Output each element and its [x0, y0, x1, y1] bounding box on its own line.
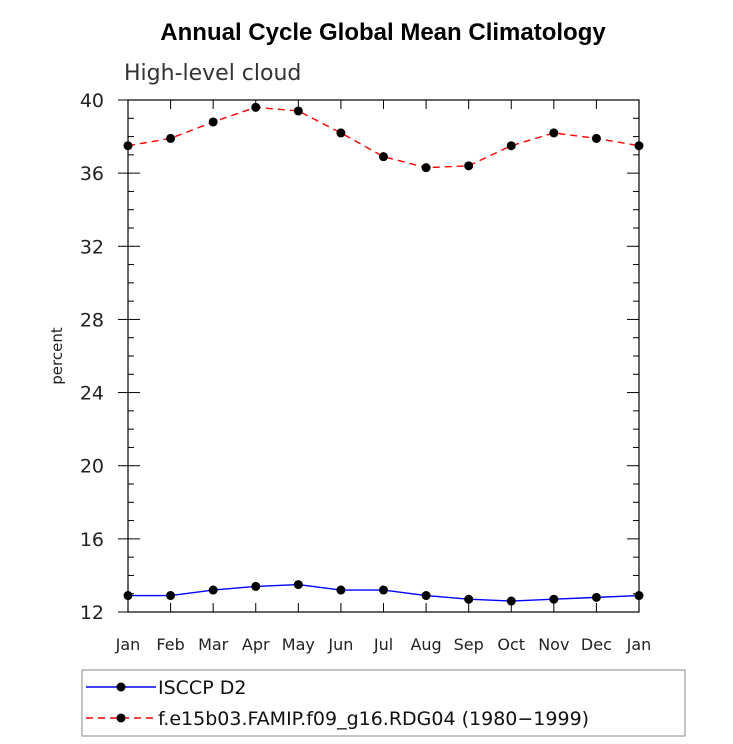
x-tick-label: Mar: [198, 635, 229, 654]
x-tick-label: May: [282, 635, 315, 654]
x-tick-label: Jul: [373, 635, 393, 654]
data-point: [591, 133, 601, 143]
y-tick-label: 32: [80, 236, 104, 258]
legend-marker: [116, 682, 126, 692]
y-tick-label: 12: [80, 602, 104, 624]
ticks-layer: Jan Feb Mar Apr May Jun Jul Aug Sep Oct Nov Dec Jan 1…: [80, 90, 652, 654]
data-point: [379, 152, 388, 162]
data-point: [166, 133, 176, 143]
legend-box: [81, 669, 686, 737]
data-point: [421, 591, 431, 601]
y-tick-label: 36: [80, 163, 104, 185]
x-tick-label: Oct: [497, 635, 525, 654]
series-layer: [123, 102, 644, 606]
legend-label: f.e15b03.FAMIP.f09_g16.RDG04 (1980−1999): [158, 708, 589, 730]
x-tick-label: Aug: [410, 635, 441, 654]
data-point: [549, 128, 559, 138]
data-point: [123, 591, 133, 601]
y-tick-label: 28: [80, 309, 104, 331]
data-point: [293, 106, 303, 116]
data-point: [421, 163, 431, 173]
x-tick-label: Jan: [115, 635, 141, 654]
x-tick-label: Feb: [156, 635, 184, 654]
y-tick-label: 24: [80, 383, 104, 405]
y-tick-label: 20: [80, 456, 104, 478]
data-point: [379, 585, 388, 595]
data-point: [166, 591, 176, 601]
data-point: [251, 102, 261, 112]
legend-label: ISCCP D2: [158, 677, 246, 699]
chart-title: Annual Cycle Global Mean Climatology: [160, 19, 606, 46]
data-point: [549, 594, 559, 604]
x-tick-label: Jun: [327, 635, 353, 654]
x-tick-label: Nov: [538, 635, 569, 654]
legend-marker: [116, 713, 126, 723]
data-point: [208, 585, 218, 595]
data-point: [336, 128, 346, 138]
data-point: [464, 161, 474, 171]
x-tick-label: Jan: [626, 635, 652, 654]
data-point: [634, 591, 644, 601]
plot-frame: [127, 99, 640, 613]
data-point: [506, 141, 516, 151]
data-point: [293, 580, 303, 590]
x-tick-label: Apr: [242, 635, 270, 654]
chart-subtitle: High-level cloud: [124, 61, 301, 86]
data-point: [123, 141, 133, 151]
x-tick-label: Dec: [581, 635, 612, 654]
y-tick-label: 40: [80, 90, 104, 112]
y-axis-label: percent: [48, 327, 66, 385]
data-point: [251, 581, 261, 591]
y-tick-label: 16: [80, 529, 104, 551]
data-point: [634, 141, 644, 151]
legend: ISCCP D2 f.e15b03.FAMIP.f09_g16.RDG04 (19…: [86, 677, 589, 730]
x-tick-label: Sep: [454, 635, 484, 654]
data-point: [336, 585, 346, 595]
data-point: [464, 594, 474, 604]
data-point: [208, 117, 218, 127]
data-point: [591, 592, 601, 602]
data-point: [506, 596, 516, 606]
